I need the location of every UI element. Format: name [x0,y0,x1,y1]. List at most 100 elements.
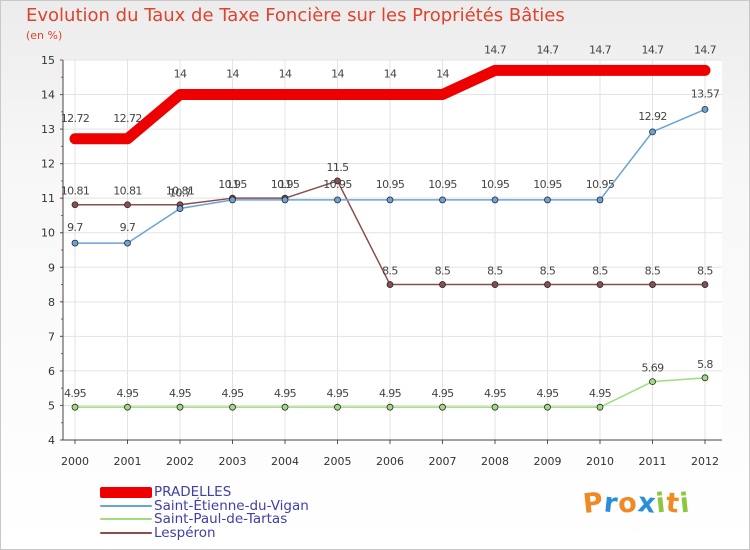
data-point [281,196,289,204]
data-label: 12.92 [638,110,667,123]
x-tick-label: 2011 [639,455,667,468]
data-point [229,403,236,411]
data-label: 8.5 [645,265,661,278]
data-point [701,106,709,113]
data-label: 4.95 [221,387,244,400]
data-label: 10.7 [169,187,192,200]
data-point [701,374,709,382]
data-label: 14 [226,68,239,81]
legend-swatch [100,518,152,520]
data-label: 14.7 [536,43,559,56]
data-label: 14.7 [589,43,612,56]
y-tick-label: 10 [41,227,55,240]
data-point [491,196,499,204]
data-label: 14.7 [484,43,507,56]
data-label: 10.95 [533,178,562,191]
legend-item: Saint-Étienne-du-Vigan [100,498,309,514]
data-point [596,196,604,204]
x-tick-label: 2010 [586,455,614,468]
data-point [124,201,131,209]
data-point [176,403,184,411]
x-tick-label: 2009 [534,455,562,468]
y-tick-label: 4 [48,434,55,447]
data-point [544,196,551,204]
data-point [334,403,341,411]
legend-item: PRADELLES [100,484,232,500]
data-label: 10.95 [323,178,352,191]
data-point [386,196,394,204]
data-point [281,403,289,411]
data-label: 10.95 [376,178,405,191]
y-tick-label: 8 [48,296,55,309]
data-point [649,128,656,136]
data-point [439,281,446,288]
y-tick-label: 15 [41,54,55,67]
logo-letter: i [678,487,693,520]
x-tick-label: 2012 [691,455,719,468]
data-label: 4.95 [64,387,87,400]
data-point [544,403,551,411]
data-label: 4.95 [379,387,402,400]
data-point [124,403,131,411]
data-label: 8.5 [592,265,608,278]
y-tick-label: 12 [41,158,55,171]
data-point [491,281,499,288]
data-label: 10.95 [271,178,300,191]
data-point [596,403,604,411]
data-label: 4.95 [589,387,612,400]
series-line-pradelles [69,64,711,145]
data-point [334,177,341,185]
data-label: 14.7 [694,43,717,56]
legend-swatch [100,531,152,534]
data-label: 4.95 [326,387,349,400]
data-label: 12.72 [61,112,90,125]
data-label: 14 [331,68,344,81]
x-tick-label: 2005 [324,455,352,468]
data-label: 10.81 [166,185,195,198]
legend-item: Saint-Paul-de-Tartas [100,511,287,527]
chart-subtitle: (en %) [26,29,63,42]
data-label: 11 [226,178,239,191]
data-point [649,378,656,386]
data-point [439,196,446,204]
data-label: 8.5 [540,265,556,278]
data-point [386,281,394,288]
data-point [71,239,79,247]
data-point [701,281,709,288]
data-label: 4.95 [431,387,454,400]
y-tick-label: 6 [48,365,55,378]
data-point [439,403,446,411]
data-label: 8.5 [487,265,503,278]
data-point [544,281,551,288]
proxiti-logo: Proxiti [581,487,693,520]
y-tick-label: 7 [48,330,55,343]
data-label: 4.95 [169,387,192,400]
x-tick-label: 2007 [429,455,457,468]
data-point [596,281,604,288]
data-label: 8.5 [697,265,713,278]
data-label: 4.95 [274,387,297,400]
data-label: 14 [384,68,397,81]
data-point [386,403,394,411]
data-label: 14 [279,68,292,81]
x-tick-label: 2006 [376,455,404,468]
data-point [649,281,656,288]
data-point [229,196,236,204]
data-label: 4.95 [116,387,139,400]
data-label: 10.81 [113,185,142,198]
x-tick-label: 2004 [271,455,299,468]
data-point [71,403,79,411]
data-label: 11 [279,178,292,191]
data-label: 5.69 [641,362,664,375]
legend-label: PRADELLES [154,484,232,500]
x-tick-label: 2002 [166,455,194,468]
x-tick-label: 2008 [481,455,509,468]
legend-swatch [100,504,152,507]
x-tick-label: 2003 [219,455,247,468]
data-label: 12.72 [113,112,142,125]
y-tick-label: 9 [48,261,55,274]
chart-title: Evolution du Taux de Taxe Foncière sur l… [26,5,565,26]
x-tick-label: 2001 [114,455,142,468]
data-label: 4.95 [536,387,559,400]
